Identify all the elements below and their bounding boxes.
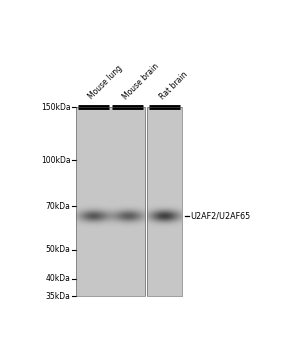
Bar <box>147 107 182 296</box>
Text: 40kDa: 40kDa <box>45 274 70 283</box>
Text: 35kDa: 35kDa <box>45 292 70 301</box>
Text: 100kDa: 100kDa <box>41 155 70 164</box>
Text: Mouse brain: Mouse brain <box>121 62 161 101</box>
Text: Mouse lung: Mouse lung <box>87 64 124 101</box>
Text: 150kDa: 150kDa <box>41 103 70 112</box>
Bar <box>76 107 145 296</box>
Text: 50kDa: 50kDa <box>45 245 70 254</box>
Text: U2AF2/U2AF65: U2AF2/U2AF65 <box>191 211 251 220</box>
Text: 70kDa: 70kDa <box>45 202 70 211</box>
Text: Rat brain: Rat brain <box>158 70 190 101</box>
